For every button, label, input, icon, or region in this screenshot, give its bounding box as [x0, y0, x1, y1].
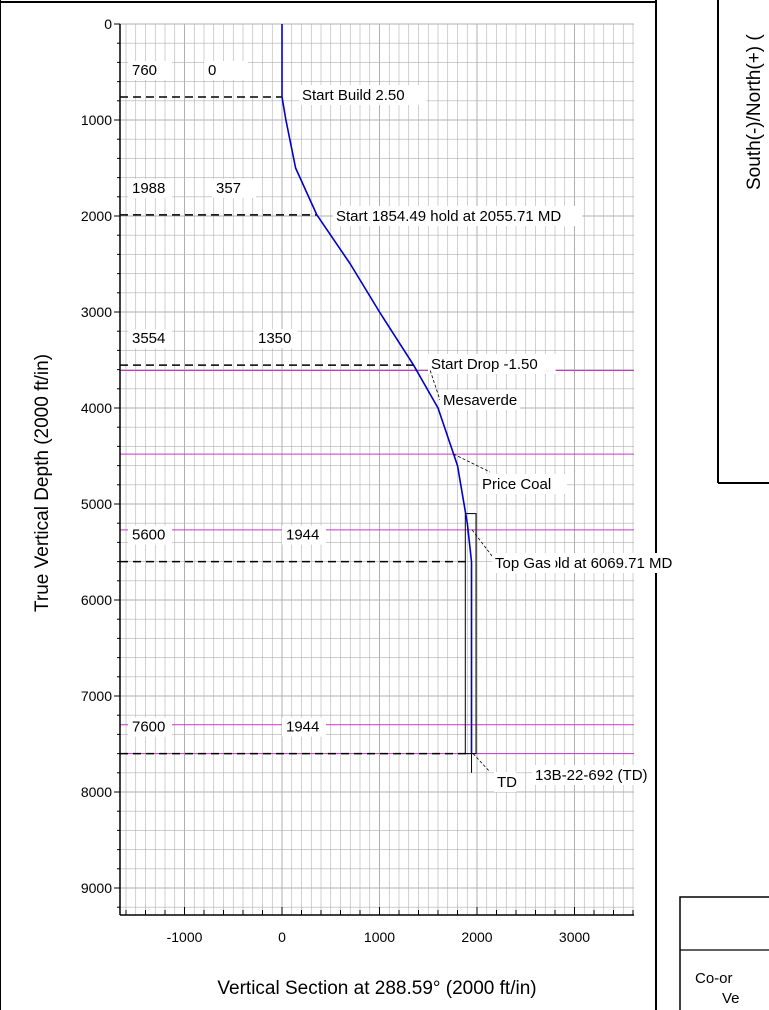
formation-label-bg	[479, 474, 567, 494]
formation-label-bg	[494, 772, 517, 792]
y-tick-label: 9000	[81, 880, 112, 896]
section-label: Start Build 2.50	[302, 87, 405, 104]
formation-label-bg	[492, 553, 556, 573]
tvd-value-label: 3554	[132, 330, 165, 347]
vs-value-label: 0	[208, 62, 216, 79]
info-table-line1: Co-or	[695, 970, 733, 987]
y-tick-label: 6000	[81, 592, 112, 608]
tvd-value-bg	[128, 525, 172, 545]
x-tick-label: 2000	[461, 929, 492, 945]
tvd-value-label: 7600	[132, 719, 165, 736]
y-tick-label: 5000	[81, 496, 112, 512]
formation-leader-line	[471, 529, 493, 557]
vs-value-bg	[212, 178, 256, 198]
y-tick-label: 7000	[81, 688, 112, 704]
y-tick-label: 0	[104, 16, 112, 32]
tvd-value-label: 1988	[132, 180, 165, 197]
x-tick-label: 1000	[364, 929, 395, 945]
section-label-bg	[532, 765, 652, 785]
formation-label: Mesaverde	[443, 392, 517, 409]
vs-value-bg	[204, 60, 248, 80]
x-axis-title: Vertical Section at 288.59° (2000 ft/in)	[217, 978, 536, 999]
grid	[120, 23, 634, 915]
section-label: 13B-22-692 (TD)	[535, 767, 648, 784]
vs-value-label: 1944	[286, 527, 319, 544]
section-label: Start Drop -1.50	[431, 356, 538, 373]
tvd-value-label: 5600	[132, 527, 165, 544]
vs-value-label: 357	[216, 180, 241, 197]
axes: 0 1000 2000 3000 4000 5000 6000 7000 8000 9000 -10…	[81, 16, 634, 945]
section-label-bg	[333, 206, 583, 226]
section-label: Start 1854.49 hold at 2055.71 MD	[336, 208, 561, 225]
tvd-value-bg	[128, 60, 172, 80]
vs-value-bg	[282, 525, 326, 545]
tvd-value-label: 760	[132, 62, 157, 79]
tvd-value-bg	[128, 178, 172, 198]
info-table-line2: Ve	[722, 990, 740, 1007]
formation-leader-line	[429, 370, 441, 401]
y-tick-label: 1000	[81, 112, 112, 128]
formation-label-bg	[440, 390, 520, 410]
y-tick-label: 2000	[81, 208, 112, 224]
y-tick-label: 3000	[81, 304, 112, 320]
target-box	[464, 513, 477, 755]
vs-value-bg	[282, 717, 326, 737]
info-table-box	[679, 896, 769, 1010]
y-axis-title: True Vertical Depth (2000 ft/in)	[32, 354, 53, 612]
section-markers	[120, 96, 472, 755]
x-tick-label: 0	[278, 929, 286, 945]
formation-label: Top Gas	[495, 555, 551, 572]
x-tick-label: 3000	[559, 929, 590, 945]
wellpath	[281, 24, 477, 773]
vs-value-label: 1350	[258, 330, 291, 347]
section-label-bg	[299, 85, 427, 105]
y-tick-label: 4000	[81, 400, 112, 416]
vs-value-bg	[254, 329, 298, 349]
formation-label: Price Coal	[482, 476, 551, 493]
tvd-value-bg	[128, 717, 172, 737]
section-label-bg	[428, 354, 556, 374]
wellpath-line	[281, 24, 473, 754]
north-axis-label: South(-)/North(+) (	[744, 34, 765, 190]
vs-value-label: 1944	[286, 719, 319, 736]
tvd-value-bg	[128, 329, 172, 349]
formation-leader-line	[472, 753, 491, 773]
x-tick-label: -1000	[167, 929, 203, 945]
y-tick-label: 8000	[81, 784, 112, 800]
formation-leader-line	[453, 453, 491, 473]
formation-label: TD	[497, 774, 517, 791]
